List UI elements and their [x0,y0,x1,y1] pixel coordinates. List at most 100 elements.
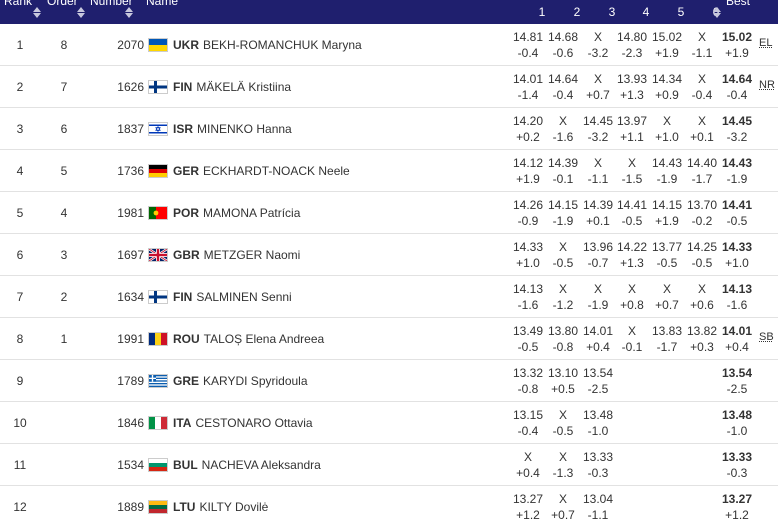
best-wind: +1.0 [725,256,749,270]
attempt-wind: -1.2 [552,298,574,312]
attempt-mark: 13.10 [547,366,579,380]
attempt-mark: X [523,450,532,464]
attempt-3-cell: X -3.2 [580,29,616,61]
table-row[interactable]: 7 2 1634 FIN SALMINEN Senni 14.13 -1.6 X -1.2 X -1… [0,276,778,318]
athlete-name-cell[interactable]: FIN SALMINEN Senni [173,290,292,304]
athlete-name-cell[interactable]: UKR BEKH-ROMANCHUK Maryna [173,38,362,52]
athlete-name[interactable]: ECKHARDT-NOACK Neele [203,164,350,178]
record-note[interactable]: SB [759,331,774,343]
header-bib[interactable]: Number [90,0,133,8]
attempt-4-cell: X -1.5 [614,155,650,187]
attempt-wind: +1.0 [655,130,679,144]
attempt-wind: -0.4 [552,88,574,102]
athlete-name-cell[interactable]: FIN MÄKELÄ Kristiina [173,80,291,94]
attempt-6-cell: X +0.6 [684,281,720,313]
athlete-name-cell[interactable]: GRE KARYDI Spyridoula [173,374,308,388]
athlete-name-cell[interactable]: ROU TALOȘ Elena Andreea [173,332,324,346]
athlete-name[interactable]: MAMONA Patrícia [203,206,301,220]
athlete-name-cell[interactable]: GER ECKHARDT-NOACK Neele [173,164,350,178]
attempt-mark: 14.15 [547,198,579,212]
athlete-name[interactable]: KARYDI Spyridoula [203,374,308,388]
attempt-mark: 13.77 [651,240,683,254]
best-mark: 14.43 [721,156,753,170]
portugal-flag [148,206,168,220]
sort-best-icon[interactable] [712,7,722,19]
attempt-mark: 14.43 [651,156,683,170]
best-wind: +1.2 [725,508,749,522]
attempt-5-cell: 13.77 -0.5 [649,239,685,271]
table-row[interactable]: 1 8 2070 UKR BEKH-ROMANCHUK Maryna 14.81 -0.4 1… [0,24,778,66]
record-note[interactable]: EL [759,37,773,49]
best-cell: 14.45 -3.2 [718,113,756,145]
athlete-name[interactable]: MINENKO Hanna [197,122,292,136]
country-code: ITA [173,416,192,430]
athlete-name[interactable]: SALMINEN Senni [196,290,292,304]
athlete-name-cell[interactable]: BUL NACHEVA Aleksandra [173,458,321,472]
athlete-name-cell[interactable]: POR MAMONA Patrícia [173,206,300,220]
attempt-wind: -3.2 [587,46,609,60]
best-mark: 14.33 [721,240,753,254]
table-row[interactable]: 8 1 1991 ROU TALOȘ Elena Andreea 13.49 -0.5 13.… [0,318,778,360]
best-cell: 14.01 +0.4 [718,323,756,355]
rank-cell: 2 [16,80,24,94]
best-mark: 13.33 [721,450,753,464]
rank-cell: 6 [16,248,24,262]
table-row[interactable]: 2 7 1626 FIN MÄKELÄ Kristiina 14.01 -1.4 14.64-… [0,66,778,108]
country-code: POR [173,206,200,220]
rank-cell: 10 [13,416,27,430]
ukraine-flag [148,38,168,52]
attempt-3-cell: 14.45 -3.2 [580,113,616,145]
attempt-wind: -1.7 [691,172,713,186]
athlete-name[interactable]: METZGER Naomi [203,248,301,262]
attempt-mark: 13.82 [686,324,718,338]
header-order[interactable]: Order [47,0,78,8]
attempt-mark: 13.83 [651,324,683,338]
athlete-name[interactable]: BEKH-ROMANCHUK Maryna [203,38,362,52]
header-attempt-5: 5 [677,5,685,19]
attempt-mark: 14.45 [582,114,614,128]
attempt-wind: +1.3 [620,256,644,270]
attempt-wind: +0.7 [586,88,610,102]
greece-flag [148,374,168,388]
order-cell: 2 [60,290,68,304]
rank-cell: 7 [16,290,24,304]
attempt-4-cell: 14.22 +1.3 [614,239,650,271]
country-code: FIN [173,290,193,304]
sort-bib-icon[interactable] [124,7,134,19]
attempt-2-cell: 14.64 -0.4 [545,71,581,103]
rank-cell: 4 [16,164,24,178]
athlete-name[interactable]: MÄKELÄ Kristiina [196,80,292,94]
attempt-wind: +0.2 [516,130,540,144]
table-row[interactable]: 6 3 1697 GBR METZGER Naomi 14.33 +1.0 X -0.5 13.9… [0,234,778,276]
attempt-wind: -1.7 [656,340,678,354]
table-row[interactable]: 4 5 1736 GER ECKHARDT-NOACK Neele 14.12 +1.9 14… [0,150,778,192]
table-row[interactable]: 9 1789 GRE KARYDI Spyridoula 13.32 -0.8 13.10 +… [0,360,778,402]
athlete-name[interactable]: CESTONARO Ottavia [195,416,313,430]
record-note[interactable]: NR [759,79,775,91]
attempt-mark: X [662,114,671,128]
sort-order-icon[interactable] [76,7,86,19]
header-best[interactable]: Best [726,0,751,8]
attempt-3-cell: X -1.9 [580,281,616,313]
attempt-3-cell: 13.54 -2.5 [580,365,616,397]
sort-rank-icon[interactable] [32,7,42,19]
bib-number-cell: 1837 [117,122,144,136]
athlete-name-cell[interactable]: ITA CESTONARO Ottavia [173,416,313,430]
table-row[interactable]: 3 6 1837 ISR MINENKO Hanna 14.20 +0.2 X -1.6 14.4… [0,108,778,150]
table-row[interactable]: 5 4 1981 POR MAMONA Patrícia 14.26 -0.9 14.15 -1… [0,192,778,234]
table-row[interactable]: 12 1889 LTU KILTY Dovilė 13.27 +1.2 X +0.7 13.04… [0,486,778,525]
table-row[interactable]: 10 1846 ITA CESTONARO Ottavia 13.15 -0.4 X -0.5… [0,402,778,444]
attempt-2-cell: X -1.2 [545,281,581,313]
attempt-4-cell: X -0.1 [614,323,650,355]
athlete-name-cell[interactable]: GBR METZGER Naomi [173,248,300,262]
header-rank[interactable]: Rank [4,0,33,8]
athlete-name[interactable]: KILTY Dovilė [199,500,269,514]
athlete-name[interactable]: NACHEVA Aleksandra [201,458,321,472]
table-row[interactable]: 11 1534 BUL NACHEVA Aleksandra X +0.4 X -1.3 13.… [0,444,778,486]
athlete-name[interactable]: TALOȘ Elena Andreea [203,332,325,346]
athlete-name-cell[interactable]: LTU KILTY Dovilė [173,500,268,514]
athlete-name-cell[interactable]: ISR MINENKO Hanna [173,122,292,136]
header-name[interactable]: Name [146,0,179,8]
attempt-mark: X [697,30,706,44]
attempt-mark: 14.33 [512,240,544,254]
